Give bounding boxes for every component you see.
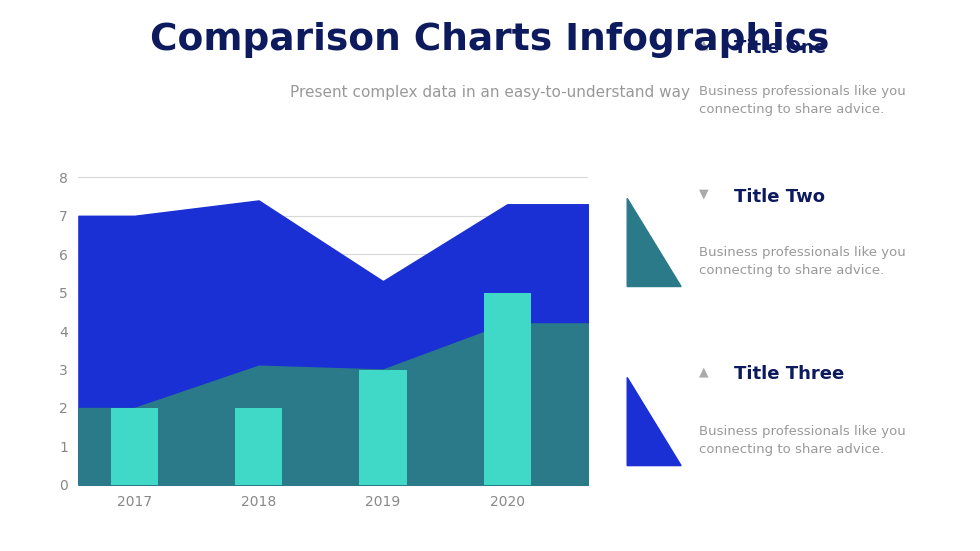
Polygon shape bbox=[627, 198, 681, 287]
Text: Present complex data in an easy-to-understand way: Present complex data in an easy-to-under… bbox=[290, 85, 690, 100]
Bar bbox=[360, 370, 407, 485]
Polygon shape bbox=[627, 377, 681, 466]
Text: Comparison Charts Infographics: Comparison Charts Infographics bbox=[150, 22, 830, 58]
Text: Title Three: Title Three bbox=[734, 365, 845, 383]
Text: ▲: ▲ bbox=[699, 39, 709, 52]
Text: Title One: Title One bbox=[734, 39, 826, 57]
Text: Business professionals like you
connecting to share advice.: Business professionals like you connecti… bbox=[699, 246, 906, 277]
Text: Business professionals like you
connecting to share advice.: Business professionals like you connecti… bbox=[699, 425, 906, 456]
Text: ▲: ▲ bbox=[699, 365, 709, 378]
Bar bbox=[483, 293, 531, 485]
Bar bbox=[111, 408, 158, 485]
Text: ▼: ▼ bbox=[699, 188, 709, 201]
Bar bbox=[235, 408, 282, 485]
Text: Title Two: Title Two bbox=[734, 188, 825, 206]
Text: Business professionals like you
connecting to share advice.: Business professionals like you connecti… bbox=[699, 85, 906, 116]
